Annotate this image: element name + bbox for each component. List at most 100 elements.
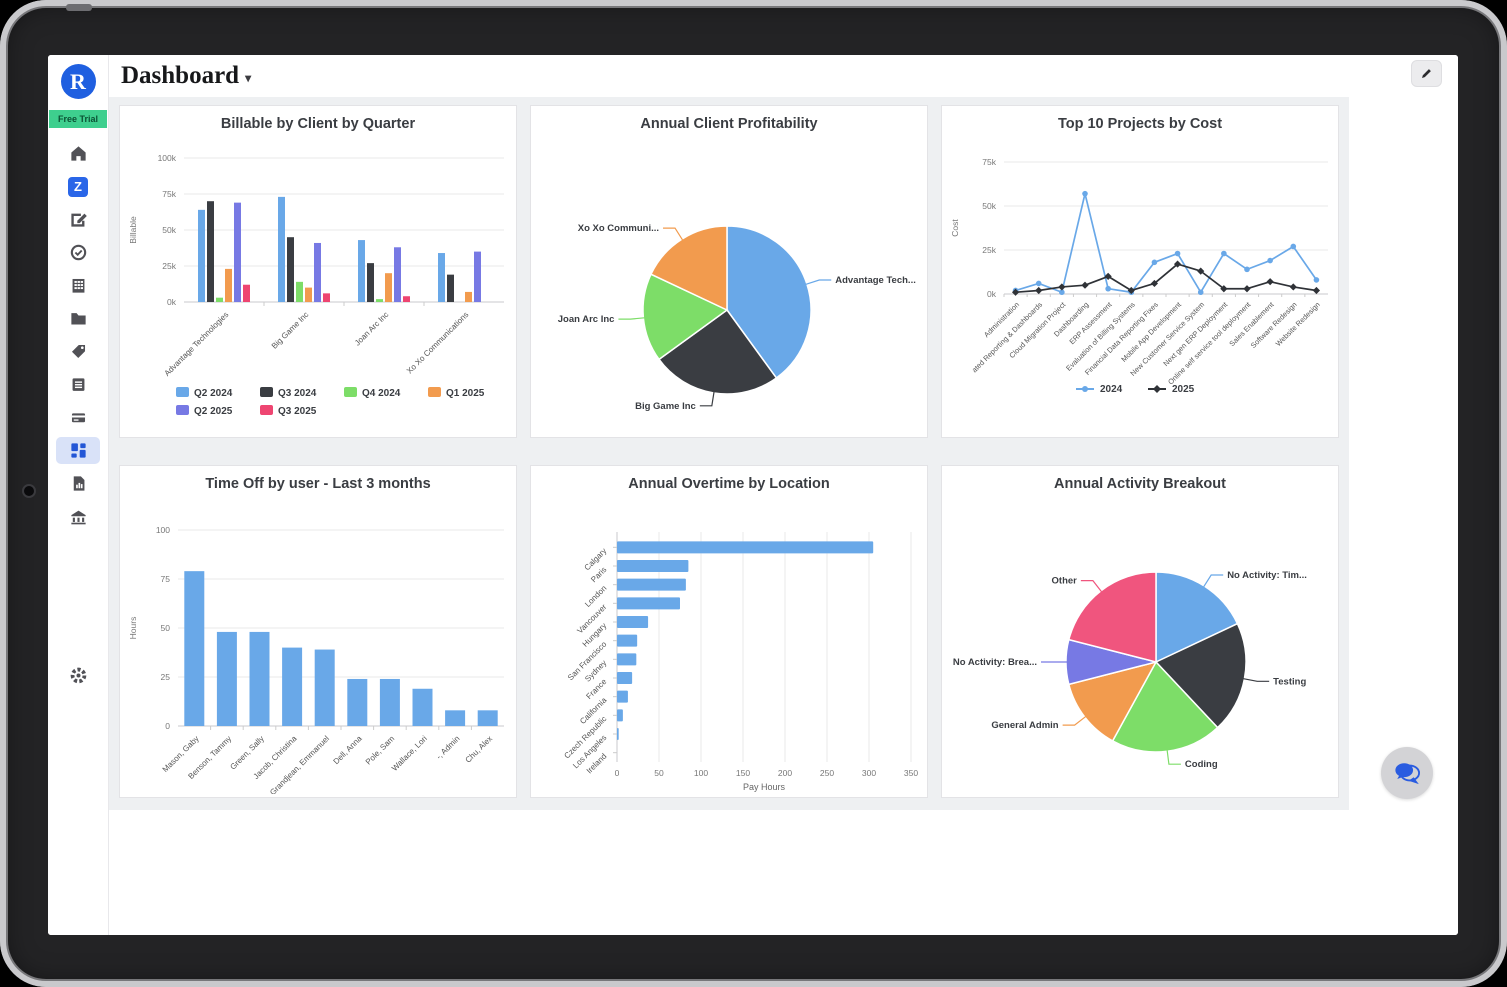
app-logo[interactable]: R (60, 64, 96, 99)
main-content: Dashboard ▾ Billable by Client by Quarte… (109, 55, 1458, 935)
svg-text:Q2 2025: Q2 2025 (194, 406, 233, 417)
billable-by-client-chart: 0k 25k 50k 75k 100k Billable Advantage Technol… (128, 153, 504, 417)
svg-text:25: 25 (161, 672, 171, 682)
time-off-card: Time Off by user - Last 3 months 0 25 50 75… (119, 465, 517, 798)
svg-text:Dell, Anna: Dell, Anna (332, 734, 365, 767)
bank-icon[interactable] (56, 503, 100, 530)
svg-text:Q2 2024: Q2 2024 (194, 388, 233, 399)
svg-text:75k: 75k (982, 157, 996, 167)
svg-text:2024: 2024 (1100, 384, 1123, 395)
svg-text:General Admin: General Admin (991, 720, 1058, 731)
top-projects-cost-card: Top 10 Projects by Cost 0k 25k 50k 75k Cost A… (941, 105, 1339, 438)
svg-text:Pole, Sam: Pole, Sam (364, 734, 397, 767)
billable-by-client-card: Billable by Client by Quarter 0k 25k 50k 75… (119, 105, 517, 438)
svg-text:50: 50 (654, 768, 664, 778)
svg-text:25k: 25k (982, 245, 996, 255)
chat-button[interactable] (1381, 747, 1433, 799)
svg-text:Xo Xo Communications: Xo Xo Communications (405, 310, 470, 375)
sidebar: R Free Trial Z (48, 55, 109, 935)
chart-title: Annual Client Profitability (640, 116, 818, 132)
svg-text:350: 350 (904, 768, 918, 778)
svg-text:0: 0 (165, 721, 170, 731)
svg-text:2025: 2025 (1172, 384, 1195, 395)
svg-text:No Activity: Brea...: No Activity: Brea... (953, 657, 1037, 668)
svg-text:50k: 50k (162, 225, 176, 235)
dashboard-grid: Billable by Client by Quarter 0k 25k 50k 75… (109, 97, 1349, 810)
svg-text:200: 200 (778, 768, 792, 778)
svg-text:100k: 100k (158, 153, 177, 163)
power-button (66, 4, 92, 11)
svg-text:Q4 2024: Q4 2024 (362, 388, 401, 399)
page-header: Dashboard ▾ (109, 55, 1458, 97)
svg-text:Q3 2025: Q3 2025 (278, 406, 317, 417)
svg-text:Advantage Technologies: Advantage Technologies (163, 310, 231, 378)
activity-breakout-pie-chart: No Activity: Tim... Testing Coding General … (953, 570, 1307, 770)
organization-icon[interactable] (56, 272, 100, 299)
camera-dot (22, 484, 36, 498)
chart-title: Annual Activity Breakout (1054, 476, 1226, 492)
svg-text:Hours: Hours (128, 617, 138, 640)
svg-text:-, Admin: -, Admin (434, 734, 461, 761)
svg-text:25k: 25k (162, 261, 176, 271)
svg-text:100: 100 (694, 768, 708, 778)
dashboards-icon[interactable] (56, 437, 100, 464)
edit-dashboard-button[interactable] (1411, 60, 1442, 87)
payments-icon[interactable] (56, 404, 100, 431)
z-logo-letter: Z (68, 176, 88, 197)
svg-text:0k: 0k (987, 289, 997, 299)
svg-text:Other: Other (1052, 576, 1078, 587)
svg-text:No Activity: Tim...: No Activity: Tim... (1227, 570, 1307, 581)
svg-text:Billable: Billable (128, 216, 138, 244)
client-profitability-card: Annual Client Profitability Advantage Te… (530, 105, 928, 438)
svg-text:Joan Arc Inc: Joan Arc Inc (353, 310, 390, 347)
chart-title: Annual Overtime by Location (628, 476, 830, 492)
invoices-icon[interactable] (56, 371, 100, 398)
svg-text:50k: 50k (982, 201, 996, 211)
overtime-by-location-card: Annual Overtime by Location 0 50 100 150 200… (530, 465, 928, 798)
chat-bubbles-icon (1395, 763, 1420, 785)
pencil-icon (1422, 69, 1431, 78)
page-title[interactable]: Dashboard ▾ (121, 62, 251, 90)
chart-title: Time Off by user - Last 3 months (205, 476, 431, 492)
svg-text:Joan Arc Inc: Joan Arc Inc (558, 314, 615, 325)
timesheets-icon[interactable] (56, 206, 100, 233)
approvals-icon[interactable] (56, 239, 100, 266)
svg-text:0: 0 (615, 768, 620, 778)
chart-title: Billable by Client by Quarter (220, 116, 416, 132)
z-logo-icon[interactable]: Z (56, 173, 100, 200)
svg-text:Big Game Inc: Big Game Inc (270, 310, 311, 351)
svg-text:Pay Hours: Pay Hours (743, 782, 786, 792)
svg-text:100: 100 (156, 525, 170, 535)
home-icon[interactable] (56, 140, 100, 167)
svg-text:50: 50 (161, 623, 171, 633)
svg-text:Coding: Coding (1185, 759, 1218, 770)
svg-text:75: 75 (161, 574, 171, 584)
svg-text:75k: 75k (162, 189, 176, 199)
svg-text:Advantage Tech...: Advantage Tech... (835, 275, 916, 286)
reports-icon[interactable] (56, 470, 100, 497)
svg-text:300: 300 (862, 768, 876, 778)
tags-icon[interactable] (56, 338, 100, 365)
svg-text:Xo Xo Communi...: Xo Xo Communi... (578, 223, 659, 234)
settings-gear-icon[interactable] (56, 662, 100, 689)
svg-text:Big Game Inc: Big Game Inc (635, 401, 696, 412)
svg-text:Q3 2024: Q3 2024 (278, 388, 317, 399)
svg-text:150: 150 (736, 768, 750, 778)
svg-text:Q1 2025: Q1 2025 (446, 388, 485, 399)
free-trial-badge[interactable]: Free Trial (49, 110, 107, 128)
client-profitability-pie-chart: Advantage Tech... Big Game Inc Joan Arc In… (558, 223, 916, 412)
svg-text:Testing: Testing (1273, 676, 1306, 687)
app-screen: R Free Trial Z (48, 55, 1458, 935)
projects-icon[interactable] (56, 305, 100, 332)
svg-text:250: 250 (820, 768, 834, 778)
svg-text:Grandjean, Emmanuel: Grandjean, Emmanuel (268, 734, 331, 794)
svg-text:Wallace, Lori: Wallace, Lori (390, 734, 429, 773)
page-title-text: Dashboard (121, 62, 240, 89)
svg-text:Cost: Cost (950, 219, 960, 237)
svg-text:Chu, Alex: Chu, Alex (464, 734, 495, 765)
dropdown-caret-icon: ▾ (245, 70, 252, 85)
chart-title: Top 10 Projects by Cost (1057, 116, 1223, 132)
